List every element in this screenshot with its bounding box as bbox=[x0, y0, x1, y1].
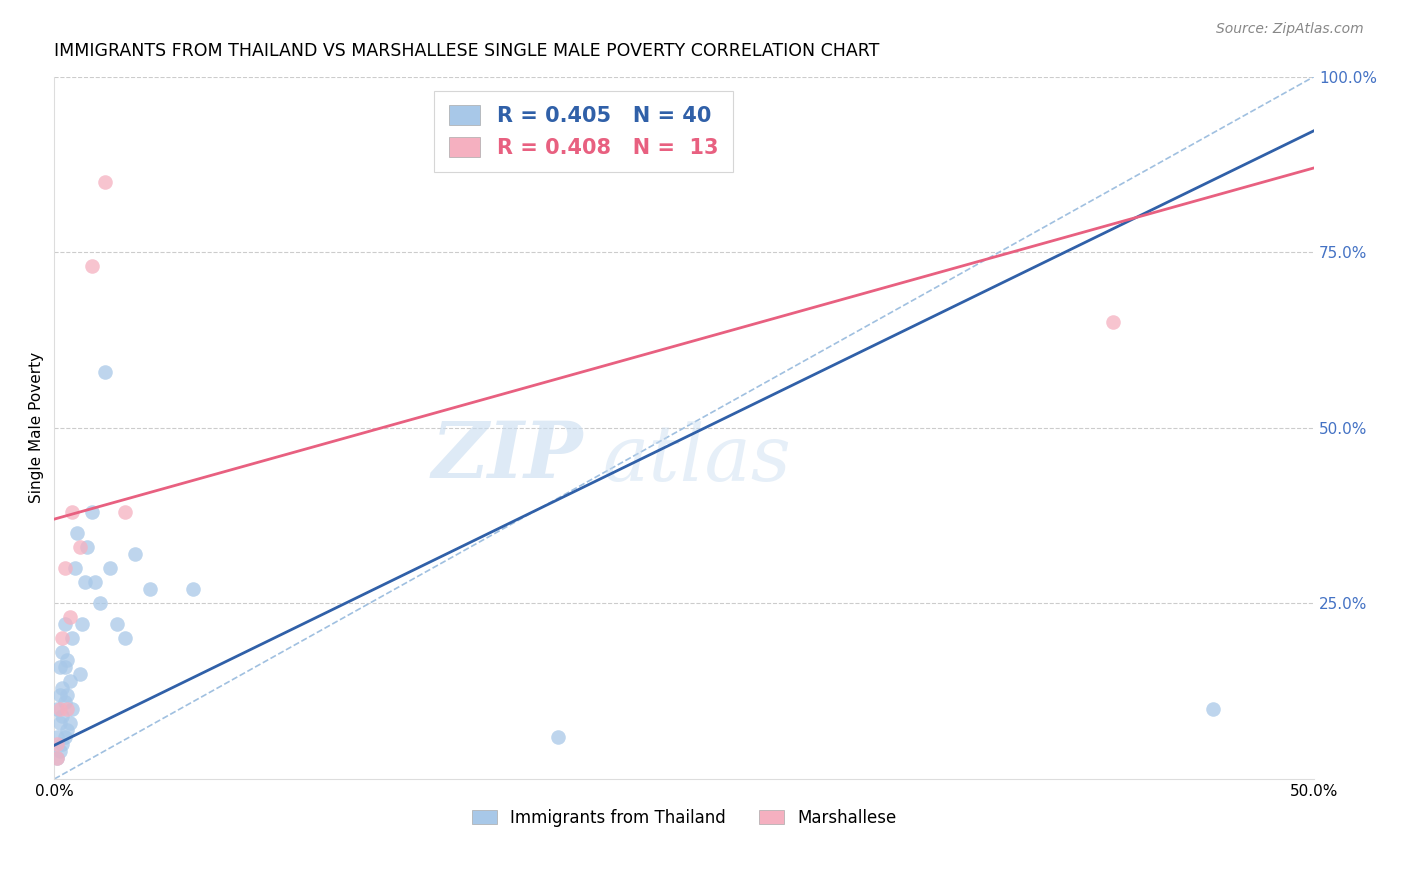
Point bbox=[48, 688, 70, 702]
Point bbox=[107, 617, 129, 632]
Point bbox=[56, 723, 79, 737]
Point bbox=[89, 596, 111, 610]
Point bbox=[94, 365, 117, 379]
Point bbox=[1202, 701, 1225, 715]
Y-axis label: Single Male Poverty: Single Male Poverty bbox=[30, 352, 44, 503]
Point bbox=[94, 175, 117, 189]
Point bbox=[73, 575, 96, 590]
Point bbox=[48, 659, 70, 673]
Point bbox=[82, 259, 104, 273]
Point bbox=[46, 751, 69, 765]
Point bbox=[53, 561, 76, 575]
Point bbox=[51, 632, 73, 646]
Point bbox=[69, 540, 91, 554]
Point bbox=[53, 695, 76, 709]
Point bbox=[66, 526, 89, 541]
Point bbox=[51, 681, 73, 695]
Point bbox=[53, 730, 76, 744]
Point bbox=[69, 666, 91, 681]
Text: IMMIGRANTS FROM THAILAND VS MARSHALLESE SINGLE MALE POVERTY CORRELATION CHART: IMMIGRANTS FROM THAILAND VS MARSHALLESE … bbox=[55, 42, 880, 60]
Point bbox=[181, 582, 204, 597]
Point bbox=[1101, 315, 1123, 329]
Point bbox=[547, 730, 569, 744]
Point bbox=[124, 547, 146, 561]
Point bbox=[58, 673, 80, 688]
Point bbox=[46, 730, 69, 744]
Text: Source: ZipAtlas.com: Source: ZipAtlas.com bbox=[1216, 22, 1364, 37]
Point bbox=[56, 688, 79, 702]
Point bbox=[56, 652, 79, 666]
Point bbox=[82, 505, 104, 519]
Point bbox=[83, 575, 105, 590]
Point bbox=[58, 610, 80, 624]
Point bbox=[63, 561, 86, 575]
Point bbox=[46, 751, 69, 765]
Point bbox=[53, 659, 76, 673]
Point bbox=[76, 540, 98, 554]
Point bbox=[114, 632, 136, 646]
Point bbox=[70, 617, 93, 632]
Point bbox=[51, 708, 73, 723]
Point bbox=[114, 505, 136, 519]
Point bbox=[53, 617, 76, 632]
Point bbox=[51, 737, 73, 751]
Point bbox=[48, 701, 70, 715]
Point bbox=[48, 715, 70, 730]
Point bbox=[98, 561, 121, 575]
Point bbox=[60, 632, 83, 646]
Point bbox=[60, 505, 83, 519]
Point bbox=[60, 701, 83, 715]
Point bbox=[139, 582, 162, 597]
Point bbox=[51, 646, 73, 660]
Point bbox=[58, 715, 80, 730]
Text: ZIP: ZIP bbox=[432, 417, 583, 494]
Point bbox=[46, 737, 69, 751]
Legend: Immigrants from Thailand, Marshallese: Immigrants from Thailand, Marshallese bbox=[465, 803, 904, 834]
Point bbox=[56, 701, 79, 715]
Point bbox=[46, 701, 69, 715]
Text: atlas: atlas bbox=[602, 421, 792, 498]
Point bbox=[48, 744, 70, 758]
